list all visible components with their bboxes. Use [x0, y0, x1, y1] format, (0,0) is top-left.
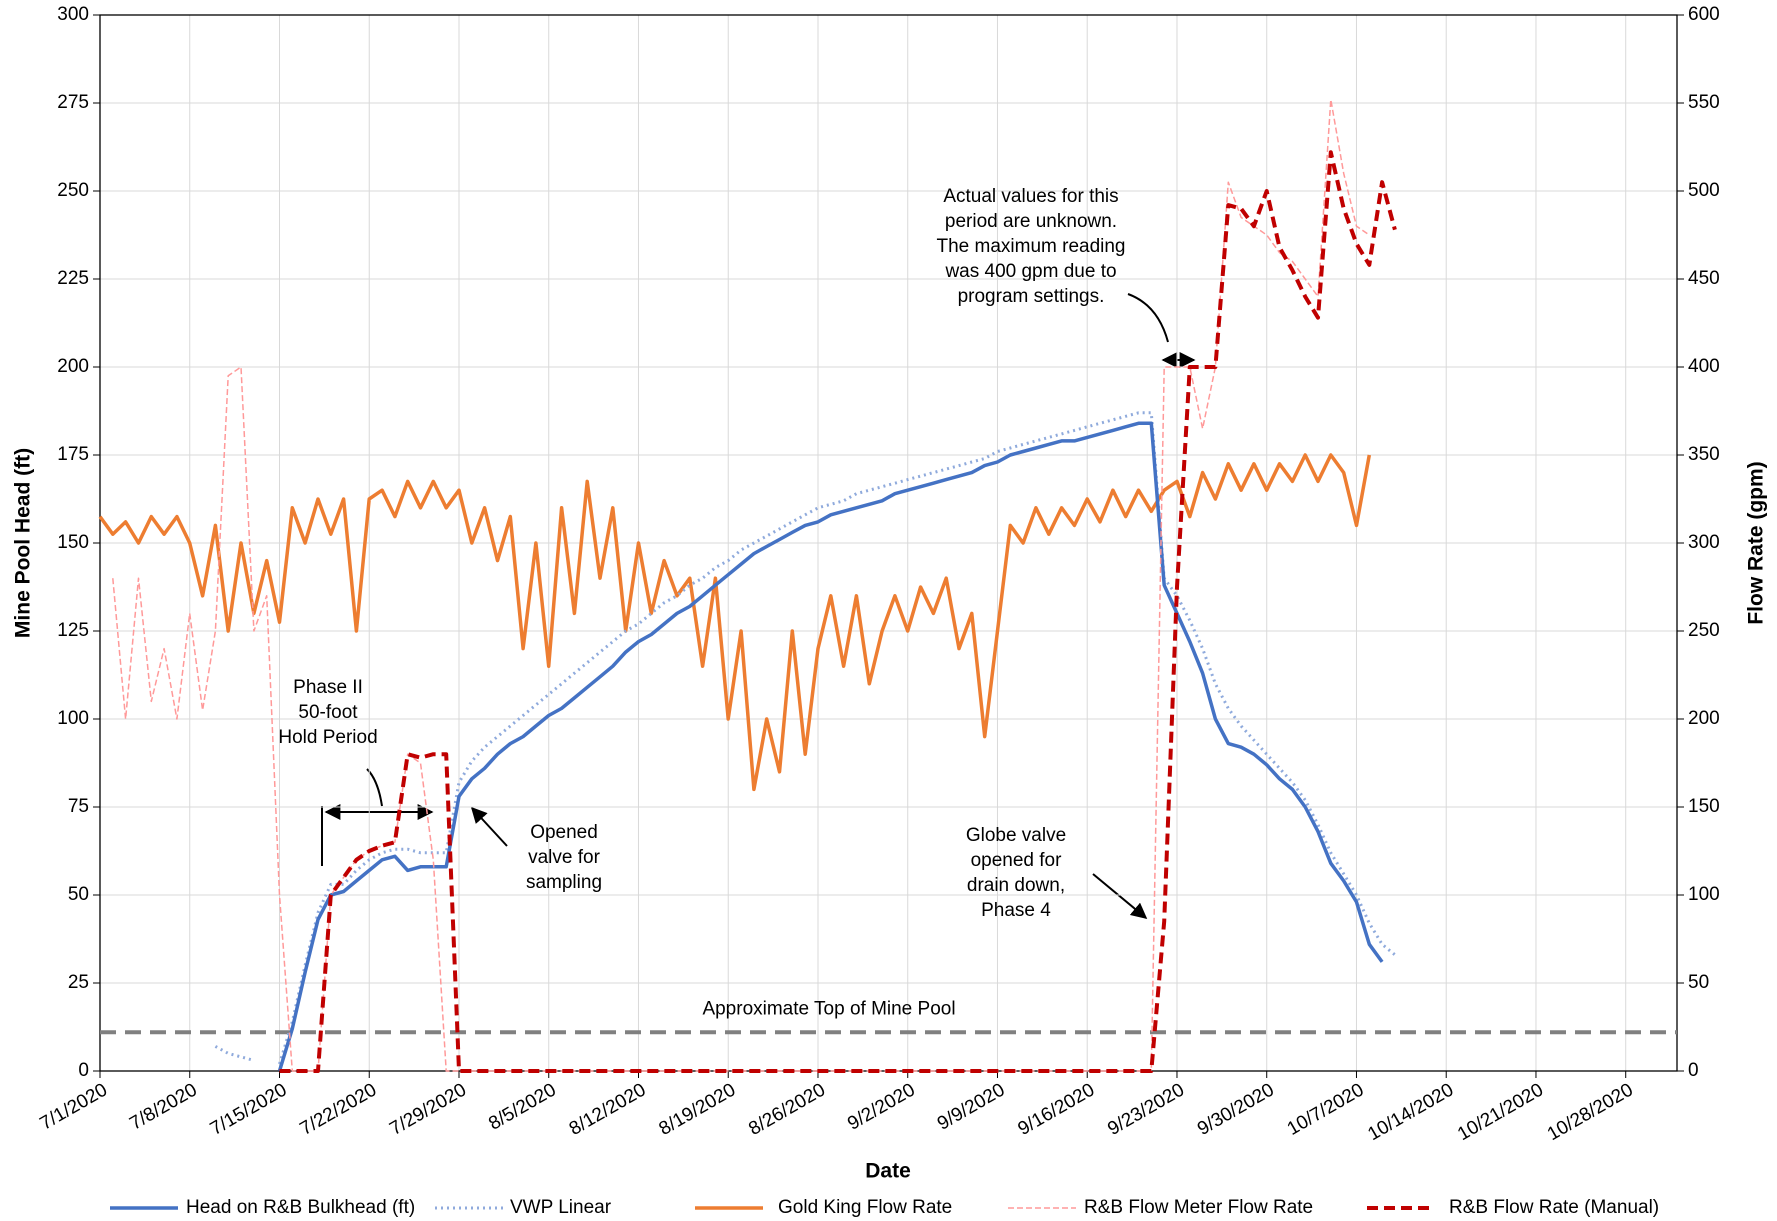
y2-tick-label: 500: [1688, 180, 1720, 201]
y-tick-label: 75: [68, 796, 89, 817]
x-tick-label: 10/28/2020: [1544, 1079, 1637, 1145]
x-tick-label: 10/14/2020: [1364, 1079, 1457, 1145]
legend-label: Gold King Flow Rate: [778, 1197, 952, 1218]
annotation: Phase II: [293, 677, 363, 698]
y-tick-label: 275: [57, 92, 89, 113]
y-tick-label: 225: [57, 268, 89, 289]
x-tick-label: 7/1/2020: [36, 1079, 111, 1134]
annotation: drain down,: [967, 875, 1065, 896]
x-axis-title: Date: [865, 1160, 911, 1183]
y-tick-label: 0: [78, 1060, 89, 1081]
x-tick-label: 9/9/2020: [934, 1079, 1009, 1134]
reference-label: Approximate Top of Mine Pool: [702, 998, 955, 1019]
x-tick-label: 9/23/2020: [1104, 1079, 1188, 1139]
grid: [99, 14, 1677, 1072]
x-tick-label: 8/26/2020: [745, 1079, 829, 1139]
y-tick-label: 25: [68, 972, 89, 993]
annotation: Opened: [530, 822, 598, 843]
y-tick-label: 175: [57, 444, 89, 465]
y2-axis-title: Flow Rate (gpm): [1745, 461, 1768, 624]
x-tick-label: 9/16/2020: [1015, 1079, 1099, 1139]
annotation: was 400 gpm due to: [944, 261, 1116, 282]
x-tick-label: 7/15/2020: [207, 1079, 291, 1139]
annotation: 50-foot: [298, 702, 358, 723]
series-line: [279, 150, 1397, 1073]
x-tick-label: 7/8/2020: [126, 1079, 201, 1134]
x-tick-label: 8/5/2020: [485, 1079, 560, 1134]
x-tick-label: 8/19/2020: [656, 1079, 740, 1139]
y2-tick-label: 550: [1688, 92, 1720, 113]
x-tick-label: 7/22/2020: [297, 1079, 381, 1139]
annotation: Hold Period: [278, 727, 377, 748]
x-tick-label: 8/12/2020: [566, 1079, 650, 1139]
series-line: [214, 411, 1396, 1065]
x-tick-label: 7/29/2020: [386, 1079, 470, 1139]
annotation: valve for: [528, 847, 600, 868]
series-line: [112, 98, 1370, 1072]
x-tick-label: 9/2/2020: [844, 1079, 919, 1134]
annotation: opened for: [971, 850, 1063, 871]
y-tick-label: 100: [57, 708, 89, 729]
y-tick-label: 150: [57, 532, 89, 553]
y2-tick-label: 400: [1688, 356, 1720, 377]
annotation: Globe valve: [966, 825, 1066, 846]
y2-tick-label: 150: [1688, 796, 1720, 817]
series-line: [277, 421, 1384, 1072]
y-tick-label: 250: [57, 180, 89, 201]
y-tick-label: 50: [68, 884, 89, 905]
y2-tick-label: 300: [1688, 532, 1720, 553]
x-tick-label: 10/7/2020: [1284, 1079, 1368, 1139]
y-tick-label: 125: [57, 620, 89, 641]
y-tick-label: 200: [57, 356, 89, 377]
y2-tick-label: 250: [1688, 620, 1720, 641]
y2-tick-label: 200: [1688, 708, 1720, 729]
annotation: Phase 4: [981, 900, 1051, 921]
legend-label: R&B Flow Meter Flow Rate: [1084, 1197, 1313, 1218]
annotation: sampling: [526, 872, 602, 893]
legend-label: VWP Linear: [510, 1197, 612, 1218]
y-tick-label: 300: [57, 4, 89, 25]
y2-tick-label: 50: [1688, 972, 1709, 993]
y2-tick-label: 350: [1688, 444, 1720, 465]
y2-tick-label: 0: [1688, 1060, 1699, 1081]
legend-label: R&B Flow Rate (Manual): [1449, 1197, 1659, 1218]
arrow: [1092, 873, 1148, 920]
leader: [1127, 293, 1169, 343]
legend-label: Head on R&B Bulkhead (ft): [186, 1197, 415, 1218]
annotation: The maximum reading: [936, 236, 1125, 257]
annotation: program settings.: [958, 286, 1105, 307]
y2-tick-label: 600: [1688, 4, 1720, 25]
y2-tick-label: 450: [1688, 268, 1720, 289]
annotation: period are unknown.: [945, 211, 1117, 232]
arrow: [470, 806, 508, 847]
y2-tick-label: 100: [1688, 884, 1720, 905]
annotation: Actual values for this: [943, 186, 1118, 207]
x-tick-label: 9/30/2020: [1194, 1079, 1278, 1139]
x-tick-label: 10/21/2020: [1454, 1079, 1547, 1145]
y-axis-title: Mine Pool Head (ft): [12, 448, 35, 638]
